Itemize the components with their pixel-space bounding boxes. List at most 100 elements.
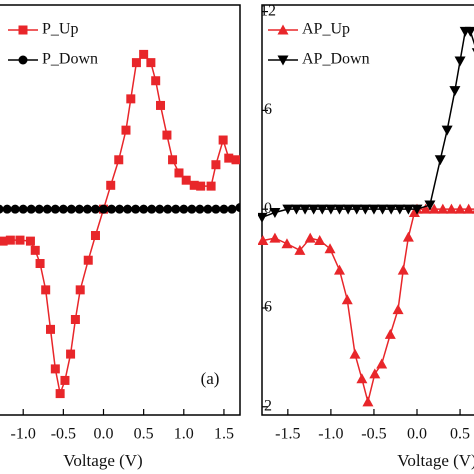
marker: [106, 180, 116, 190]
y-tick-label: 0: [264, 200, 272, 217]
marker: [341, 294, 353, 305]
legend-marker: [277, 24, 289, 35]
marker: [394, 204, 406, 215]
marker: [369, 368, 381, 379]
marker: [0, 236, 8, 246]
legend-label: AP_Up: [302, 21, 350, 38]
marker: [434, 155, 446, 166]
marker: [428, 203, 440, 214]
annotation: (a): [201, 369, 220, 388]
marker: [342, 204, 354, 215]
marker: [0, 204, 4, 214]
marker: [163, 204, 173, 214]
marker: [334, 264, 345, 275]
y-tick-label: 6: [264, 299, 272, 316]
marker: [156, 100, 166, 110]
marker: [269, 207, 281, 218]
marker: [281, 238, 293, 249]
marker: [235, 203, 240, 213]
marker: [471, 209, 474, 214]
marker: [2, 204, 12, 214]
marker: [25, 236, 35, 246]
marker: [151, 76, 161, 86]
legend-marker: [18, 55, 28, 65]
x-tick-label: -1.5: [275, 426, 300, 443]
marker: [437, 203, 449, 214]
marker: [384, 328, 396, 339]
marker: [445, 203, 457, 214]
marker: [231, 155, 240, 165]
marker: [171, 204, 181, 214]
marker: [463, 203, 474, 214]
marker: [115, 204, 125, 214]
x-tick-label: -1.0: [318, 426, 343, 443]
marker: [41, 285, 51, 295]
marker: [50, 364, 60, 374]
marker: [46, 324, 56, 334]
marker: [206, 181, 216, 191]
legend-marker: [277, 55, 289, 66]
marker: [15, 235, 25, 245]
marker: [464, 26, 474, 37]
marker: [203, 204, 213, 214]
marker: [10, 204, 20, 214]
marker: [454, 203, 466, 214]
legend-label: P_Up: [42, 21, 78, 38]
marker: [60, 375, 70, 385]
marker: [179, 204, 189, 214]
x-axis-label: Voltage (V): [63, 451, 142, 470]
marker: [90, 204, 100, 214]
marker: [131, 58, 141, 68]
marker: [75, 285, 85, 295]
marker: [35, 259, 45, 269]
marker: [155, 204, 165, 214]
marker: [376, 358, 388, 369]
marker: [411, 204, 423, 215]
marker: [368, 204, 380, 215]
marker: [314, 234, 326, 245]
marker: [362, 396, 374, 407]
marker: [18, 204, 28, 214]
marker: [304, 232, 316, 243]
x-tick-label: 1.0: [174, 426, 194, 443]
x-tick-label: -1.0: [11, 426, 36, 443]
marker: [55, 389, 65, 399]
marker: [146, 58, 156, 68]
series-line: [262, 208, 474, 403]
marker: [334, 204, 345, 215]
marker: [66, 349, 76, 359]
marker: [449, 86, 461, 97]
y-tick-label: 6: [264, 101, 272, 118]
marker: [299, 204, 311, 215]
x-tick-label: 0.0: [94, 426, 114, 443]
marker: [83, 255, 93, 265]
marker: [189, 180, 199, 190]
marker: [126, 94, 136, 104]
marker: [424, 200, 436, 211]
marker: [168, 155, 178, 165]
x-tick-label: 0.5: [134, 426, 154, 443]
marker: [324, 243, 336, 254]
legend-marker: [18, 25, 28, 35]
marker: [356, 373, 368, 384]
marker: [50, 204, 60, 214]
marker: [66, 204, 76, 214]
marker: [308, 204, 320, 215]
marker: [402, 231, 414, 242]
plot-area: [258, 26, 474, 407]
marker: [349, 348, 361, 359]
y-tick-label: 2: [264, 397, 272, 414]
marker: [34, 204, 44, 214]
legend-label: AP_Down: [302, 51, 370, 68]
marker: [123, 204, 133, 214]
marker: [402, 204, 414, 215]
marker: [471, 48, 474, 53]
marker: [420, 203, 432, 214]
x-tick-label: -0.5: [361, 426, 386, 443]
marker: [269, 232, 281, 243]
marker: [359, 204, 371, 215]
marker: [139, 49, 149, 59]
legend-label: P_Down: [42, 51, 98, 68]
